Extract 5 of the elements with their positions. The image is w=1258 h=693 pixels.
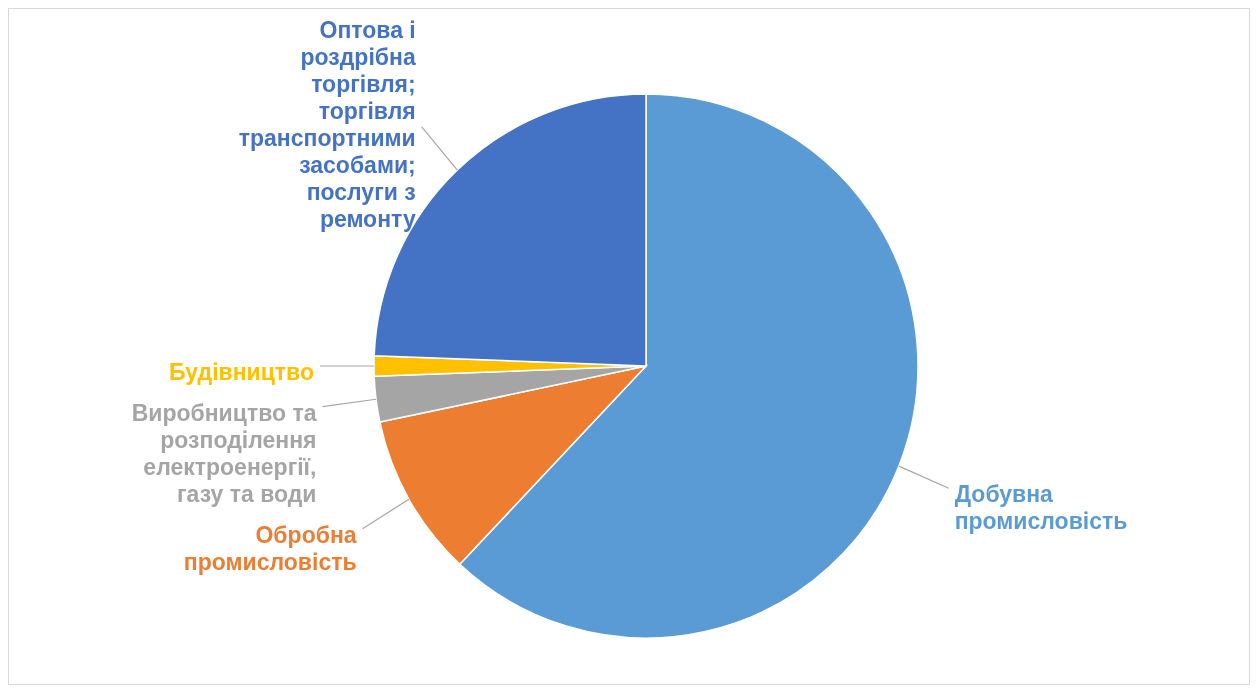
slice-label: Добувна промисловість [954,481,1128,535]
slice-label: Оптова і роздрібна торгівля; торгівля транспортними засобами; послуги з ремонту [238,17,416,233]
slice-label: Обробна промисловість [183,521,357,575]
slice-label: Виробництво та розподілення електроенергії, газу та води [131,399,317,507]
slice-label: Будівництво [169,359,314,386]
